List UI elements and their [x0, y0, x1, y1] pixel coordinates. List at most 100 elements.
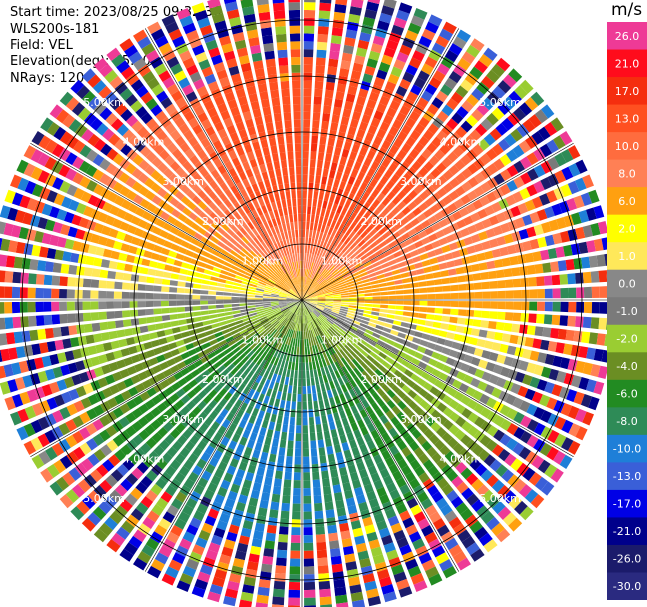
velocity-gate	[320, 268, 327, 276]
velocity-gate	[209, 438, 219, 449]
velocity-gate	[313, 319, 319, 327]
velocity-gate	[474, 416, 486, 428]
velocity-gate	[170, 63, 183, 75]
velocity-gate	[262, 300, 271, 302]
velocity-gate	[330, 35, 342, 45]
azimuth-spoke	[301, 142, 574, 301]
velocity-gate	[359, 146, 368, 157]
velocity-gate	[188, 212, 198, 221]
velocity-gate	[106, 439, 119, 452]
velocity-gate	[285, 344, 290, 353]
velocity-gate	[166, 375, 177, 385]
velocity-gate	[419, 411, 430, 422]
velocity-gate	[262, 272, 271, 279]
velocity-gate	[479, 434, 492, 447]
velocity-gate	[268, 169, 276, 179]
velocity-gate	[315, 307, 323, 313]
velocity-gate	[317, 33, 328, 43]
velocity-gate	[321, 176, 328, 185]
velocity-gate	[582, 362, 593, 376]
velocity-gate	[254, 442, 263, 452]
velocity-gate	[412, 337, 421, 345]
velocity-gate	[173, 259, 183, 267]
velocity-gate	[99, 63, 113, 78]
velocity-gate	[162, 222, 173, 232]
velocity-gate	[242, 520, 254, 530]
velocity-gate	[138, 429, 150, 441]
velocity-gate	[505, 194, 517, 207]
velocity-gate	[292, 237, 296, 246]
velocity-gate	[365, 264, 374, 271]
velocity-gate	[327, 235, 334, 244]
velocity-gate	[256, 75, 267, 85]
velocity-gate	[4, 317, 14, 330]
velocity-gate	[341, 245, 349, 254]
velocity-gate	[14, 209, 26, 223]
velocity-gate	[156, 262, 166, 270]
velocity-gate	[412, 207, 422, 217]
velocity-gate	[46, 190, 58, 203]
velocity-gate	[113, 301, 122, 309]
velocity-gate	[302, 292, 305, 300]
velocity-gate	[309, 300, 318, 303]
velocity-gate	[213, 360, 223, 369]
velocity-gate	[295, 253, 298, 262]
velocity-gate	[191, 586, 206, 598]
velocity-gate	[420, 371, 431, 381]
velocity-gate	[178, 123, 190, 135]
velocity-gate	[24, 180, 37, 195]
velocity-gate	[158, 149, 170, 161]
velocity-gate	[284, 264, 289, 272]
velocity-gate	[302, 182, 308, 191]
velocity-gate	[357, 218, 366, 227]
velocity-gate	[293, 480, 301, 489]
velocity-gate	[302, 190, 307, 199]
velocity-gate	[249, 432, 258, 442]
velocity-gate	[261, 386, 268, 395]
velocity-gate	[141, 230, 152, 240]
velocity-gate	[474, 291, 483, 299]
velocity-gate	[58, 422, 71, 436]
velocity-gate	[166, 56, 180, 69]
velocity-gate	[312, 361, 317, 370]
velocity-gate	[68, 388, 80, 401]
velocity-gate	[537, 459, 551, 474]
velocity-gate	[55, 476, 70, 491]
velocity-gate	[169, 307, 178, 313]
velocity-gate	[256, 123, 265, 134]
velocity-gate	[341, 270, 350, 277]
velocity-gate	[323, 105, 332, 114]
velocity-gate	[507, 474, 521, 488]
velocity-gate	[275, 283, 283, 289]
velocity-gate	[162, 271, 172, 279]
velocity-gate	[352, 320, 361, 326]
velocity-gate	[29, 329, 39, 341]
velocity-gate	[466, 94, 479, 107]
velocity-gate	[393, 529, 406, 541]
velocity-gate	[550, 328, 560, 339]
velocity-gate	[540, 249, 550, 261]
velocity-gate	[13, 256, 23, 269]
velocity-gate	[146, 387, 157, 398]
velocity-gate	[573, 330, 583, 343]
velocity-gate	[308, 354, 312, 363]
velocity-gate	[434, 379, 444, 389]
velocity-gate	[159, 361, 169, 371]
velocity-gate	[460, 227, 470, 238]
velocity-gate	[303, 550, 314, 559]
velocity-gate	[255, 245, 263, 254]
velocity-gate	[362, 16, 376, 27]
velocity-gate	[264, 179, 271, 188]
velocity-gate	[134, 448, 146, 460]
velocity-gate	[313, 310, 321, 316]
velocity-gate	[473, 243, 484, 253]
velocity-gate	[492, 364, 503, 375]
velocity-gate	[314, 80, 324, 90]
velocity-gate	[297, 394, 302, 402]
velocity-gate	[226, 276, 235, 282]
velocity-gate	[339, 310, 348, 315]
velocity-gate	[261, 205, 268, 214]
velocity-gate	[351, 256, 359, 263]
velocity-gate	[327, 177, 334, 187]
velocity-gate	[365, 224, 374, 233]
